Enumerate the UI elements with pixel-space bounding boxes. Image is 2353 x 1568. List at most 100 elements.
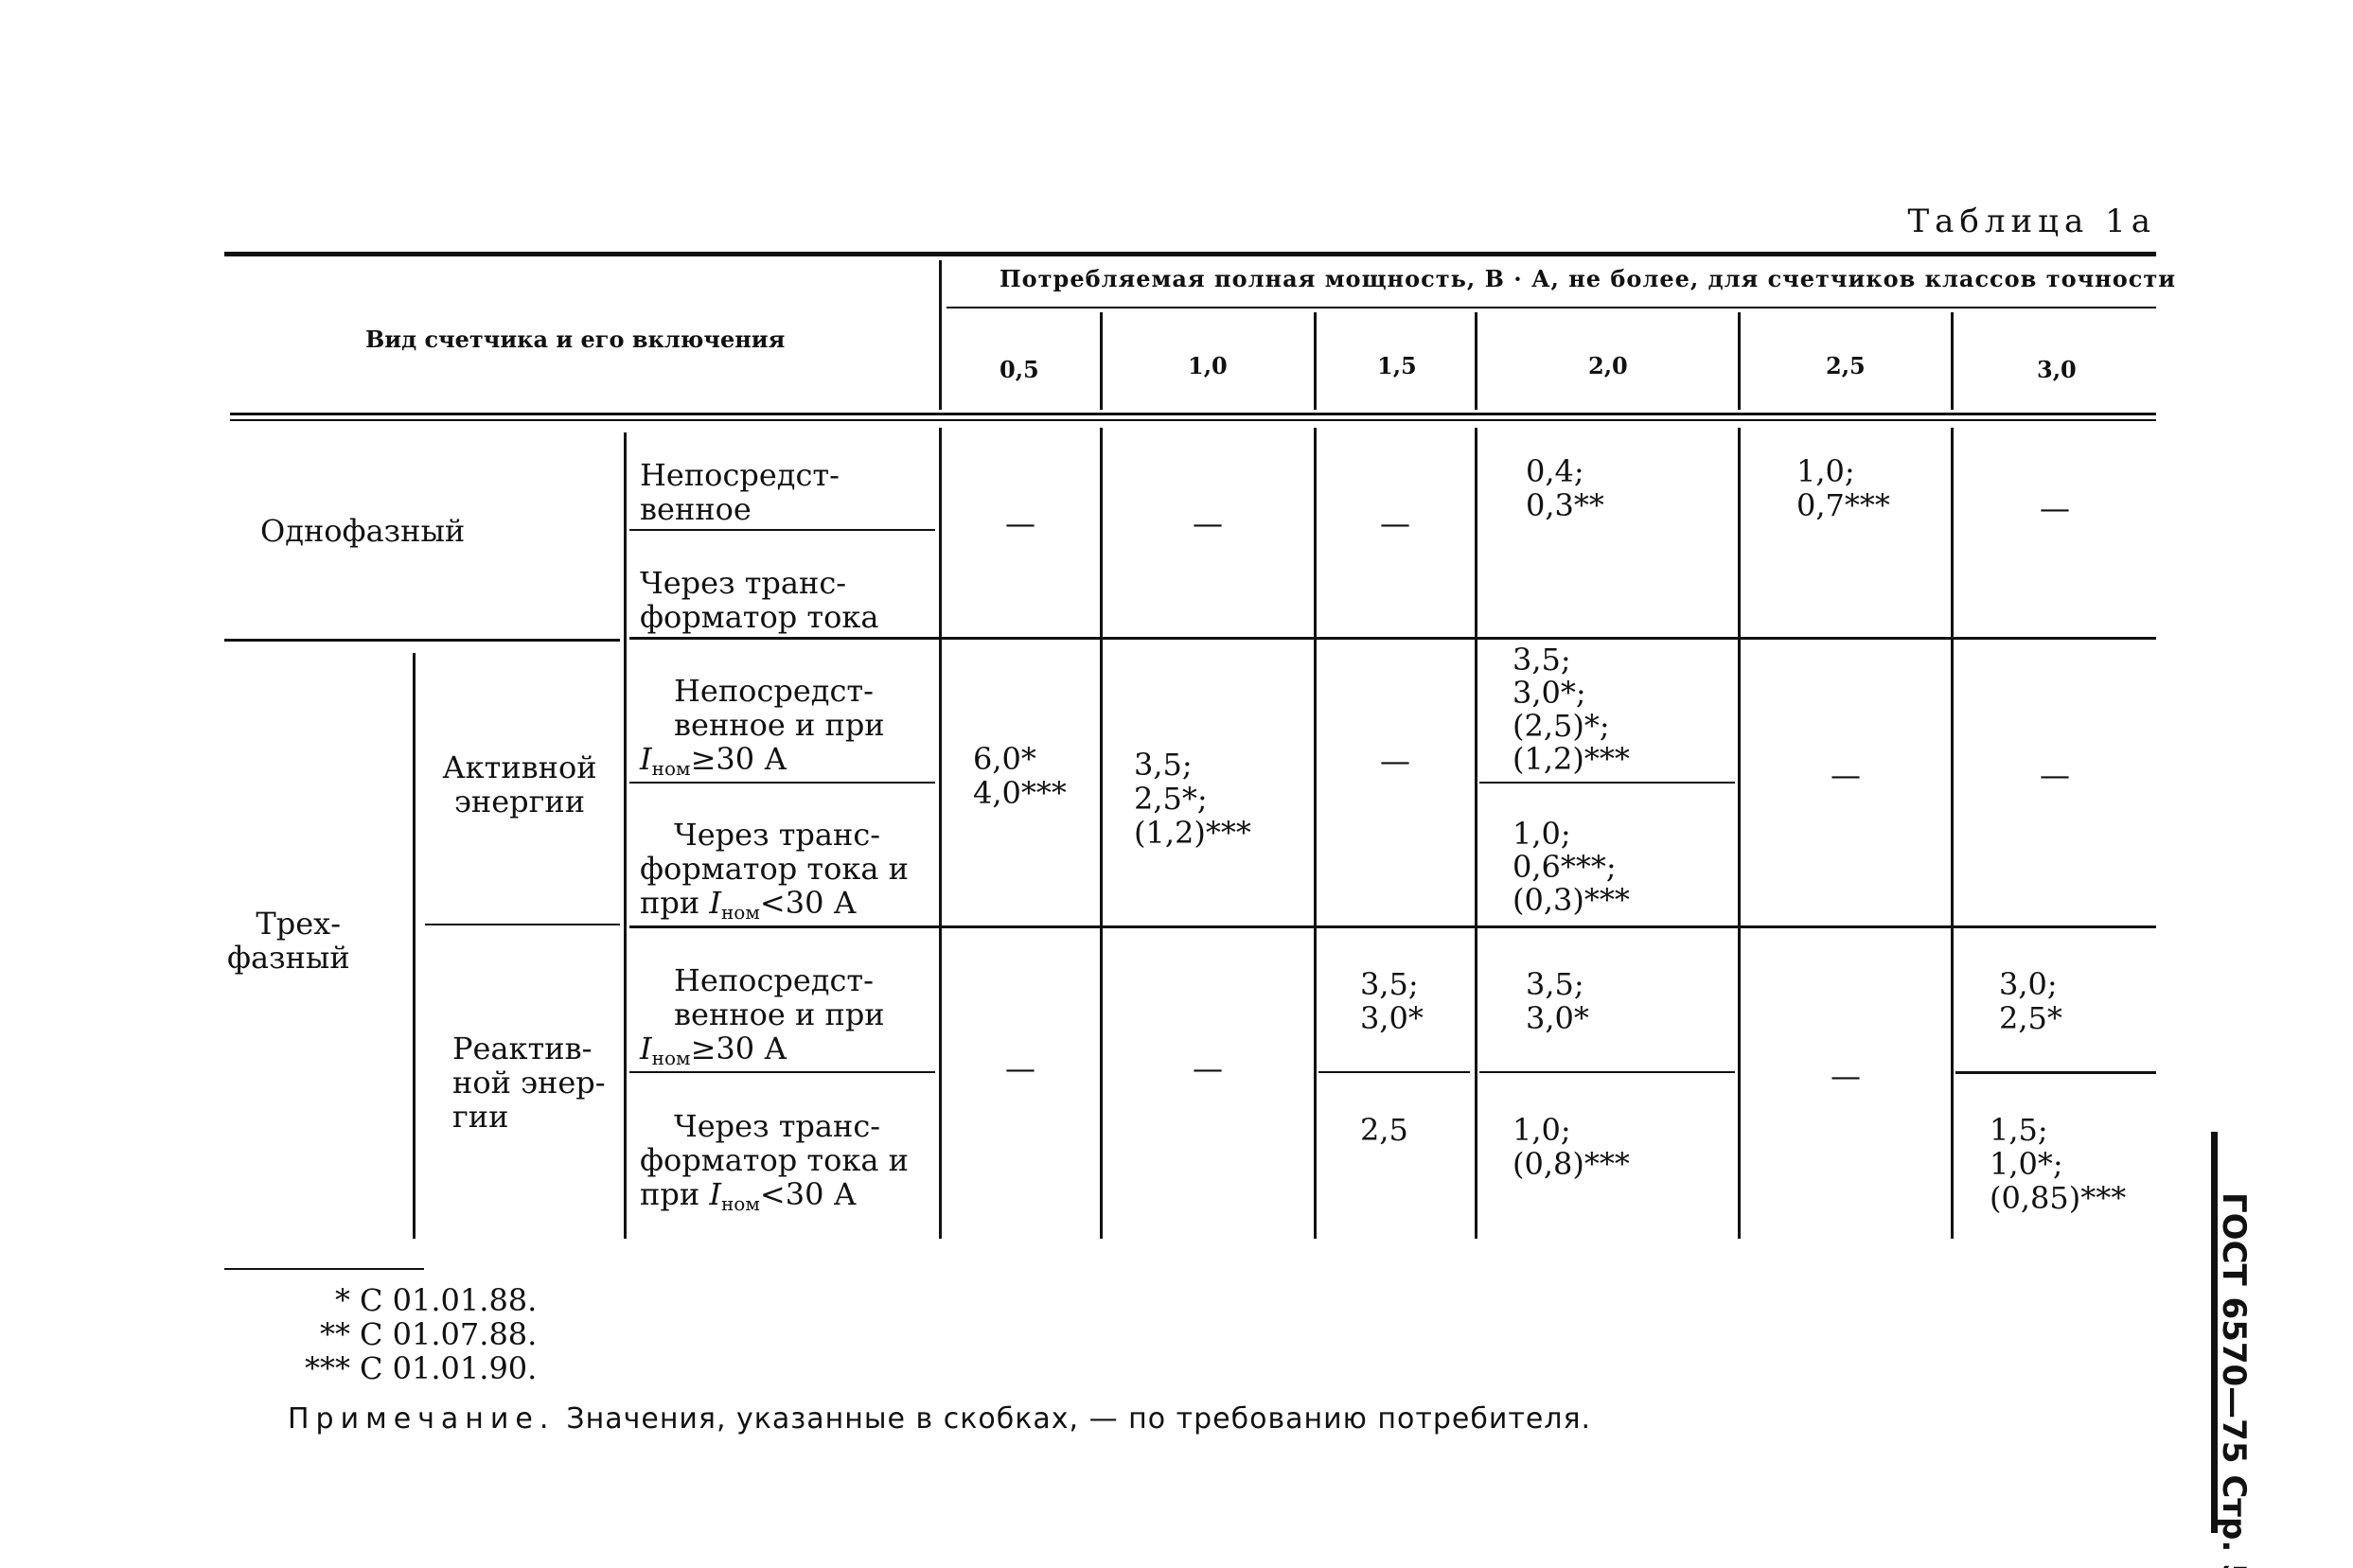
connection-text: Через транс- форматор тока и при xyxy=(640,817,909,921)
row-label-single-phase: Однофазный xyxy=(260,513,466,549)
side-caption: ГОСТ 6570—75 Стр. 5 xyxy=(2215,1192,2253,1568)
current-subscript: ном xyxy=(651,757,691,780)
cell-value: 1,0; (0,8)*** xyxy=(1513,1112,1630,1182)
cell-value: 3,5; 2,5*; (1,2)*** xyxy=(1134,747,1251,851)
cell-value: 6,0* 4,0*** xyxy=(973,741,1067,811)
footnote: ** С 01.07.88. xyxy=(265,1317,537,1351)
column-divider xyxy=(1738,428,1741,1239)
cell-value: 0,4; 0,3** xyxy=(1526,453,1604,523)
cell-dash: — xyxy=(1005,505,1035,541)
class-label: 1,0 xyxy=(1188,352,1228,379)
cell-value: 3,5; 3,0* xyxy=(1526,966,1589,1036)
class-label: 0,5 xyxy=(1000,356,1039,383)
column-divider xyxy=(1951,428,1954,1239)
cell-dash: — xyxy=(2040,757,2070,793)
cell-dash: — xyxy=(1005,1050,1035,1086)
cell-dash: — xyxy=(2040,490,2070,526)
class-label: 2,5 xyxy=(1826,352,1866,379)
note: Примечание. Значения, указанные в скобках… xyxy=(288,1402,1591,1436)
current-subscript: ном xyxy=(720,901,760,924)
column-divider xyxy=(1100,428,1103,1239)
cell-value: 3,5; 3,0* xyxy=(1360,966,1424,1036)
header-group-rule xyxy=(947,307,2156,308)
footnote-mark: ** xyxy=(320,1316,350,1352)
footnote: * С 01.01.88. xyxy=(265,1283,537,1317)
cell-dash: — xyxy=(1831,1058,1861,1094)
connection-direct-ge30: Непосредст- венное и при Iном≥30 А xyxy=(640,674,885,785)
connection-direct: Непосредст- венное xyxy=(640,457,840,527)
connection-text: Через транс- форматор тока и при xyxy=(640,1108,909,1212)
footnote-mark: * xyxy=(335,1282,350,1318)
current-condition: <30 А xyxy=(759,1176,857,1212)
cell-value: 1,0; 0,7*** xyxy=(1796,453,1890,523)
connection-text: Непосредст- венное и при xyxy=(674,962,885,1032)
row-divider xyxy=(629,529,935,531)
current-symbol: I xyxy=(640,741,652,777)
column-divider xyxy=(939,428,942,1239)
class-label: 2,0 xyxy=(1588,352,1628,379)
row-label-reactive: Реактив- ной энер- гии xyxy=(452,1031,606,1135)
header-divider xyxy=(1951,312,1954,410)
cell-dash: — xyxy=(1380,743,1410,779)
row-divider xyxy=(629,1071,935,1073)
footnote-text: С 01.01.90. xyxy=(360,1350,538,1386)
cell-value: 3,5; 3,0*; (2,5)*; (1,2)*** xyxy=(1513,642,1630,777)
cell-dash: — xyxy=(1380,505,1410,541)
row-divider xyxy=(1955,1071,2156,1074)
current-symbol: I xyxy=(709,1176,721,1212)
connection-via-transformer-lt30: Через транс- форматор тока и при Iном<30… xyxy=(640,818,909,929)
cell-value: 2,5 xyxy=(1360,1112,1408,1148)
column-divider xyxy=(1314,428,1317,1239)
table-top-rule xyxy=(224,252,2156,256)
row-divider xyxy=(1479,782,1735,784)
class-label: 3,0 xyxy=(2037,356,2077,383)
row-label-three-phase: Трех- фазный xyxy=(227,906,350,976)
current-subscript: ном xyxy=(651,1047,691,1069)
row-divider xyxy=(629,782,935,784)
header-bottom-rule-2 xyxy=(230,419,2156,421)
current-symbol: I xyxy=(640,1031,652,1066)
note-label: Примечание. xyxy=(288,1402,556,1436)
row-divider xyxy=(1479,1071,1735,1073)
column-divider xyxy=(624,432,627,1239)
row-divider xyxy=(629,925,2156,928)
current-condition: ≥30 А xyxy=(690,1031,787,1066)
connection-via-transformer: Через транс- форматор тока xyxy=(640,565,879,635)
footnote-text: С 01.01.88. xyxy=(360,1282,538,1318)
column-divider xyxy=(413,653,416,1239)
class-label: 1,5 xyxy=(1377,352,1417,379)
current-subscript: ном xyxy=(720,1192,760,1215)
connection-text: Непосредст- венное и при xyxy=(674,673,885,743)
connection-via-transformer-lt30: Через транс- форматор тока и при Iном<30… xyxy=(640,1109,909,1221)
current-condition: ≥30 А xyxy=(690,741,787,777)
cell-dash: — xyxy=(1193,505,1223,541)
header-divider xyxy=(1314,312,1317,410)
row-label-active: Активной энергии xyxy=(442,749,597,819)
header-divider xyxy=(1738,312,1741,410)
connection-direct-ge30: Непосредст- венное и при Iном≥30 А xyxy=(640,963,885,1075)
header-bottom-rule xyxy=(230,413,2156,415)
cell-value: 1,0; 0,6***; (0,3)*** xyxy=(1513,816,1630,918)
row-divider xyxy=(629,637,2156,640)
header-divider xyxy=(1100,312,1103,410)
cell-value: 1,5; 1,0*; (0,85)*** xyxy=(1990,1112,2127,1216)
note-text: Значения, указанные в скобках, — по треб… xyxy=(566,1402,1592,1436)
column-group-label: Потребляемая полная мощность, В · А, не … xyxy=(1000,265,2177,292)
row-header-label: Вид счетчика и его включения xyxy=(365,326,786,353)
footnote: *** С 01.01.90. xyxy=(265,1351,537,1385)
row-divider xyxy=(1318,1071,1470,1073)
current-symbol: I xyxy=(709,885,721,921)
cell-dash: — xyxy=(1831,757,1861,793)
footnote-text: С 01.07.88. xyxy=(360,1316,538,1352)
column-divider xyxy=(1475,428,1477,1239)
header-divider xyxy=(939,260,942,410)
table-title: Таблица 1а xyxy=(1907,203,2156,240)
current-condition: <30 А xyxy=(759,885,857,921)
footnote-rule xyxy=(224,1268,424,1270)
header-divider xyxy=(1475,312,1477,410)
footnote-mark: *** xyxy=(305,1350,350,1386)
row-divider xyxy=(425,924,620,925)
cell-dash: — xyxy=(1193,1050,1223,1086)
side-rule xyxy=(2211,1132,2218,1533)
